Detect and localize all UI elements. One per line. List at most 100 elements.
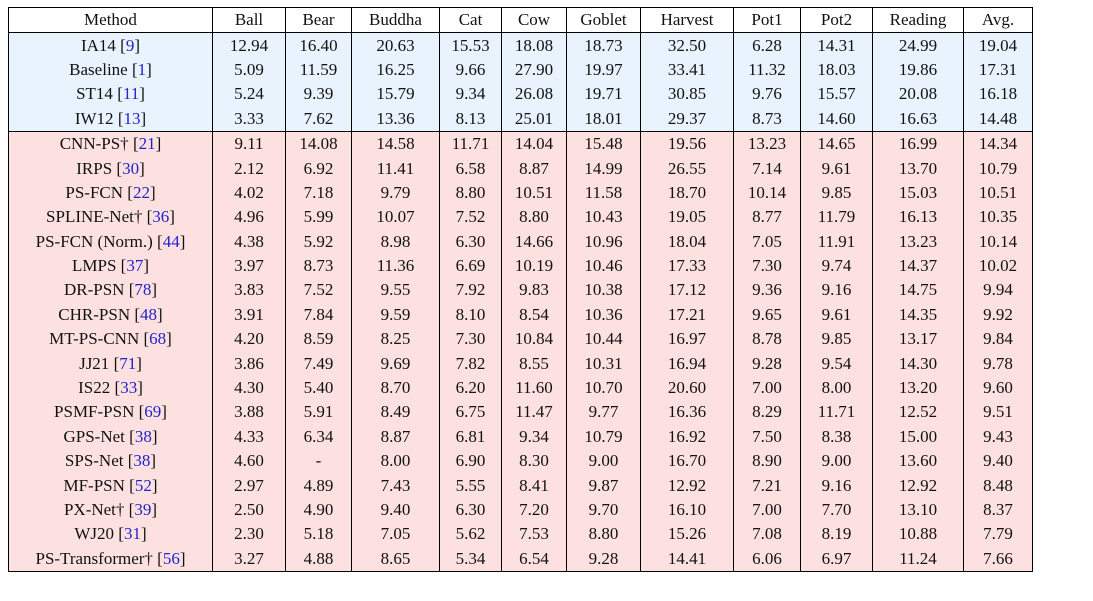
citation-link[interactable]: 13: [123, 108, 141, 128]
value-cell: 9.74: [800, 253, 873, 279]
value-cell: 9.00: [800, 449, 873, 474]
value-cell: 14.99: [566, 156, 641, 181]
value-cell: 5.55: [439, 473, 502, 498]
value-cell: 10.51: [963, 180, 1033, 206]
column-header: Pot2: [800, 6, 873, 34]
value-cell: 16.92: [640, 424, 734, 450]
method-cell: Baseline [1]: [8, 57, 213, 83]
method-cell: CNN-PS† [21]: [8, 130, 213, 157]
value-cell: 8.55: [501, 351, 567, 376]
citation-link[interactable]: 11: [122, 84, 140, 104]
citation-link[interactable]: 69: [144, 402, 162, 422]
value-cell: 12.94: [212, 32, 286, 58]
value-cell: 6.54: [501, 546, 567, 572]
value-cell: 9.16: [800, 473, 873, 498]
value-cell: 16.63: [872, 106, 964, 132]
value-cell: 11.79: [800, 205, 873, 230]
method-name: IRPS: [76, 158, 113, 178]
citation-link[interactable]: 31: [123, 524, 141, 544]
value-cell: 9.43: [963, 424, 1033, 450]
value-cell: 14.41: [640, 546, 734, 572]
citation-link[interactable]: 56: [162, 548, 180, 568]
value-cell: 3.88: [212, 400, 286, 425]
value-cell: 9.40: [963, 449, 1033, 474]
value-cell: 27.90: [501, 57, 567, 83]
citation-link[interactable]: 38: [133, 451, 151, 471]
value-cell: 8.13: [439, 106, 502, 132]
value-cell: 4.30: [212, 375, 286, 401]
table-row: IW12 [13] 3.33 7.62 13.36 8.13 25.01 18.01 29.3…: [8, 106, 1033, 132]
value-cell: 16.97: [640, 327, 734, 352]
citation-link[interactable]: 21: [138, 134, 156, 154]
value-cell: 7.00: [733, 497, 801, 523]
citation-link[interactable]: 39: [134, 500, 152, 519]
value-cell: 7.49: [285, 351, 352, 376]
value-cell: 10.70: [566, 375, 641, 401]
value-cell: 18.03: [800, 57, 873, 83]
value-cell: 16.94: [640, 351, 734, 376]
value-cell: 2.12: [212, 156, 286, 181]
value-cell: 3.33: [212, 106, 286, 132]
value-cell: 6.28: [733, 32, 801, 58]
value-cell: 9.66: [439, 57, 502, 83]
citation-link[interactable]: 38: [134, 426, 152, 446]
citation-link[interactable]: 22: [132, 182, 150, 202]
table-row: SPS-Net [38] 4.60-8.00 6.90 8.30 9.00 16.70 8.…: [8, 449, 1033, 474]
value-cell: 9.61: [800, 302, 873, 328]
citation-link[interactable]: 36: [152, 207, 170, 227]
table-row: SPLINE-Net† [36] 4.96 5.99 10.07 7.52 8.80 10.…: [8, 205, 1033, 230]
value-cell: 10.96: [566, 229, 641, 254]
method-cell: CHR-PSN [48]: [8, 302, 213, 328]
table-row: PS-Transformer† [56] 3.27 4.88 8.65 5.34 6.54…: [8, 546, 1033, 572]
value-cell: 10.14: [963, 229, 1033, 254]
value-cell: 13.70: [872, 156, 964, 181]
value-cell: 18.70: [640, 180, 734, 206]
value-cell: 10.88: [872, 522, 964, 547]
value-cell: 11.91: [800, 229, 873, 254]
citation-link[interactable]: 37: [126, 256, 144, 276]
citation-link[interactable]: 71: [119, 353, 137, 373]
value-cell: 4.60: [212, 449, 286, 474]
table-row: PX-Net† [39] 2.50 4.90 9.40 6.30 7.20 9.70 16.1…: [8, 497, 1033, 523]
value-cell: 13.23: [872, 229, 964, 254]
citation-link[interactable]: 78: [134, 280, 152, 300]
value-cell: 11.41: [351, 156, 440, 181]
value-cell: 9.00: [566, 449, 641, 474]
citation-link[interactable]: 30: [122, 158, 140, 178]
value-cell: 4.33: [212, 424, 286, 450]
value-cell: 8.25: [351, 327, 440, 352]
value-cell: 9.39: [285, 82, 352, 107]
citation-link[interactable]: 44: [162, 231, 180, 251]
value-cell: 9.85: [800, 327, 873, 352]
value-cell: 7.43: [351, 473, 440, 498]
value-cell: 7.14: [733, 156, 801, 181]
table-row: IA14 [9] 12.94 16.40 20.63 15.53 18.08 18.73 32…: [8, 32, 1033, 58]
value-cell: 8.90: [733, 449, 801, 474]
citation-link[interactable]: 9: [125, 35, 135, 55]
value-cell: 24.99: [872, 32, 964, 58]
table-row: Baseline [1] 5.09 11.59 16.25 9.66 27.90 19.97…: [8, 57, 1033, 83]
column-header: Reading: [872, 6, 964, 34]
citation-link[interactable]: 33: [120, 378, 138, 398]
citation-link[interactable]: 48: [140, 304, 158, 324]
value-cell: 8.98: [351, 229, 440, 254]
value-cell: 10.51: [501, 180, 567, 206]
value-cell: 25.01: [501, 106, 567, 132]
value-cell: 30.85: [640, 82, 734, 107]
value-cell: 15.00: [872, 424, 964, 450]
value-cell: 9.34: [439, 82, 502, 107]
method-name: IS22: [78, 378, 111, 398]
value-cell: 10.43: [566, 205, 641, 230]
value-cell: 19.05: [640, 205, 734, 230]
table-row: GPS-Net [38] 4.33 6.34 8.87 6.81 9.34 10.79 16.…: [8, 424, 1033, 450]
citation-link[interactable]: 52: [134, 475, 152, 495]
citation-link[interactable]: 1: [137, 59, 147, 79]
method-cell: SPLINE-Net† [36]: [8, 205, 213, 230]
value-cell: 14.48: [963, 106, 1033, 132]
value-cell: 9.78: [963, 351, 1033, 376]
value-cell: 10.35: [963, 205, 1033, 230]
value-cell: 8.80: [566, 522, 641, 547]
value-cell: 8.48: [963, 473, 1033, 498]
citation-link[interactable]: 68: [149, 329, 167, 349]
method-name: WJ20: [74, 524, 115, 544]
